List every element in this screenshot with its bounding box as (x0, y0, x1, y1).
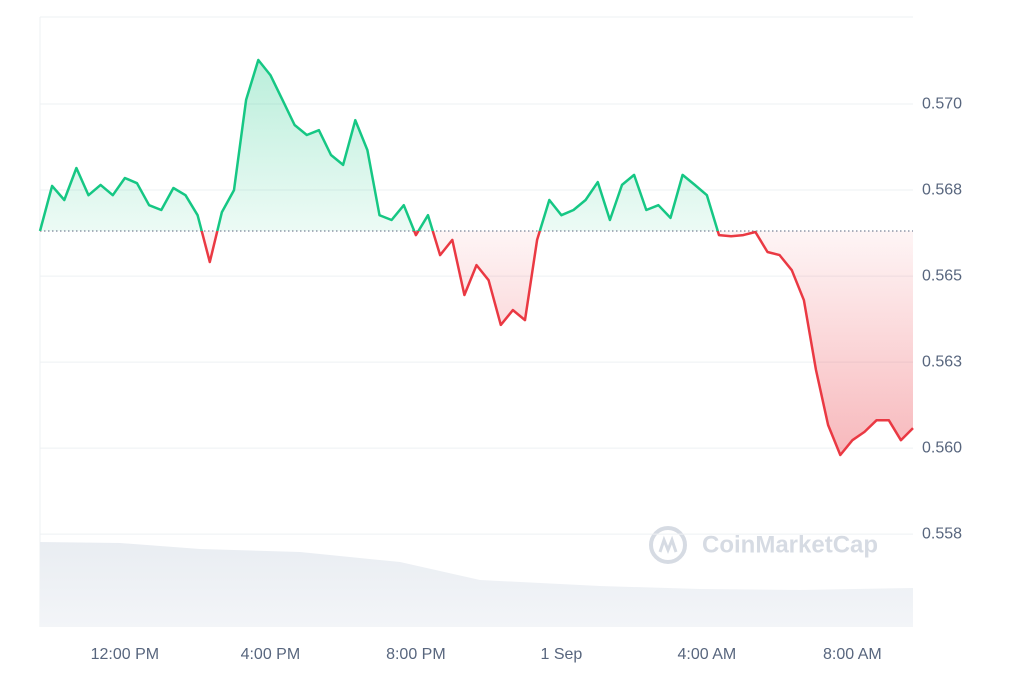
x-tick-label: 4:00 AM (678, 646, 737, 663)
y-tick-label: 0.563 (922, 353, 962, 370)
y-tick-label: 0.558 (922, 525, 962, 542)
watermark-text: CoinMarketCap (702, 531, 878, 558)
y-tick-label: 0.568 (922, 181, 962, 198)
x-tick-label: 4:00 PM (241, 646, 301, 663)
watermark: CoinMarketCap (649, 526, 878, 564)
y-tick-label: 0.570 (922, 95, 962, 112)
x-tick-label: 8:00 PM (386, 646, 446, 663)
price-area (40, 60, 913, 455)
y-tick-label: 0.560 (922, 439, 962, 456)
x-tick-label: 12:00 PM (91, 646, 159, 663)
x-tick-label: 8:00 AM (823, 646, 882, 663)
x-tick-label: 1 Sep (540, 646, 582, 663)
volume-area (40, 542, 913, 627)
price-line (38, 58, 914, 457)
y-tick-label: 0.565 (922, 267, 962, 284)
